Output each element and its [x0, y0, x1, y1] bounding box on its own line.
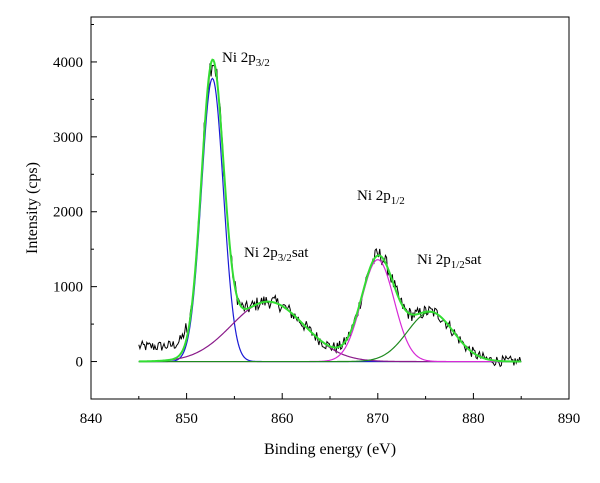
- series-layer: [138, 58, 522, 368]
- component-ni2p12sat-line: [138, 311, 522, 363]
- raw-spectrum-line: [138, 63, 522, 368]
- x-tick-label: 840: [80, 411, 103, 427]
- x-axis: 840 850 860 870 880 890: [80, 393, 581, 427]
- plot-frame: [90, 16, 570, 400]
- component-ni2p32-line: [138, 77, 522, 363]
- x-tick-label: 870: [367, 411, 390, 427]
- x-tick-label: 850: [175, 411, 198, 427]
- y-axis: 0 1000 2000 3000 4000: [53, 23, 97, 400]
- annotation-ni2p32sat: Ni 2p3/2sat: [244, 245, 309, 264]
- annotation-layer: Ni 2p3/2 Ni 2p3/2sat Ni 2p1/2 Ni 2p1/2sat: [222, 50, 482, 271]
- y-axis-label: Intensity (cps): [24, 162, 41, 254]
- y-tick-label: 0: [76, 355, 84, 371]
- x-tick-label: 860: [271, 411, 294, 427]
- component-ni2p32sat-line: [138, 301, 522, 363]
- x-axis-label: Binding energy (eV): [264, 441, 396, 458]
- envelope-fit-line: [138, 58, 522, 363]
- y-tick-label: 1000: [53, 280, 83, 296]
- y-tick-label: 2000: [53, 205, 83, 221]
- x-tick-label: 880: [462, 411, 485, 427]
- annotation-ni2p12sat: Ni 2p1/2sat: [417, 252, 482, 271]
- annotation-ni2p32: Ni 2p3/2: [222, 50, 270, 69]
- x-tick-label: 890: [558, 411, 581, 427]
- annotation-ni2p12: Ni 2p1/2: [357, 188, 405, 207]
- y-tick-label: 4000: [53, 55, 83, 71]
- y-tick-label: 3000: [53, 130, 83, 146]
